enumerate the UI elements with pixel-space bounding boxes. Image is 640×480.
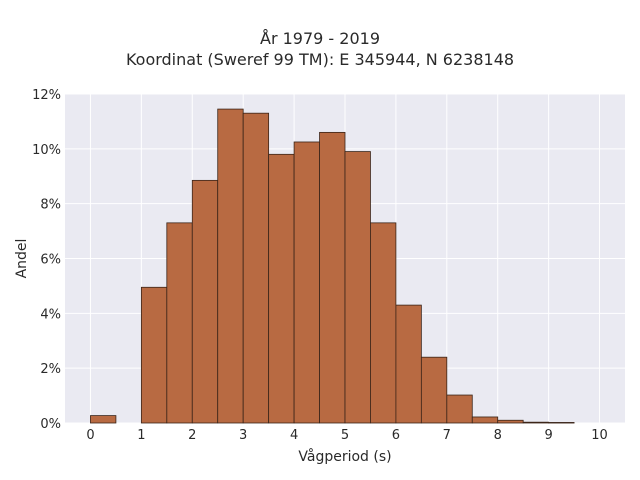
y-axis-ticks: 0% 2% 4% 6% 8% 10% 12% [32,88,61,432]
x-axis-ticks: 0 1 2 3 4 5 6 7 8 9 10 [86,428,608,443]
y-tick-label: 0% [40,417,61,432]
histogram-bar [344,151,371,424]
histogram-bar [319,131,346,424]
y-tick-label: 6% [40,253,61,268]
histogram-bar [471,416,499,424]
chart-title: År 1979 - 2019 [260,29,380,48]
histogram-bar [217,108,244,424]
x-tick-label: 10 [591,428,608,443]
x-tick-label: 7 [443,428,451,443]
y-axis-label: Andel [14,239,30,279]
histogram-bar [420,356,448,424]
x-tick-label: 5 [341,428,349,443]
x-tick-label: 9 [544,428,552,443]
histogram-bar [370,222,397,424]
histogram-bar [548,422,575,424]
y-tick-label: 8% [40,198,61,213]
x-tick-label: 1 [137,428,145,443]
x-tick-label: 6 [392,428,400,443]
histogram-bar [293,141,320,424]
histogram-bar [140,286,168,424]
x-tick-label: 3 [239,428,247,443]
histogram-bar [497,419,524,424]
histogram-bar [191,179,219,424]
histogram-bar [90,415,117,424]
x-tick-label: 0 [86,428,94,443]
y-tick-label: 12% [32,88,61,103]
y-tick-label: 4% [40,307,61,322]
x-tick-label: 2 [188,428,196,443]
histogram-bar [446,394,473,424]
histogram-bar [395,304,422,424]
chart-subtitle: Koordinat (Sweref 99 TM): E 345944, N 62… [125,50,515,69]
y-tick-label: 10% [32,143,61,158]
histogram-bars [90,108,575,424]
x-tick-label: 4 [290,428,298,443]
y-tick-label: 2% [40,362,61,377]
x-axis-label: Vågperiod (s) [298,448,391,465]
histogram-bar [242,112,270,424]
histogram-bar [522,421,550,424]
histogram-bar [166,222,193,424]
histogram-bar [268,153,295,424]
x-tick-label: 8 [494,428,502,443]
